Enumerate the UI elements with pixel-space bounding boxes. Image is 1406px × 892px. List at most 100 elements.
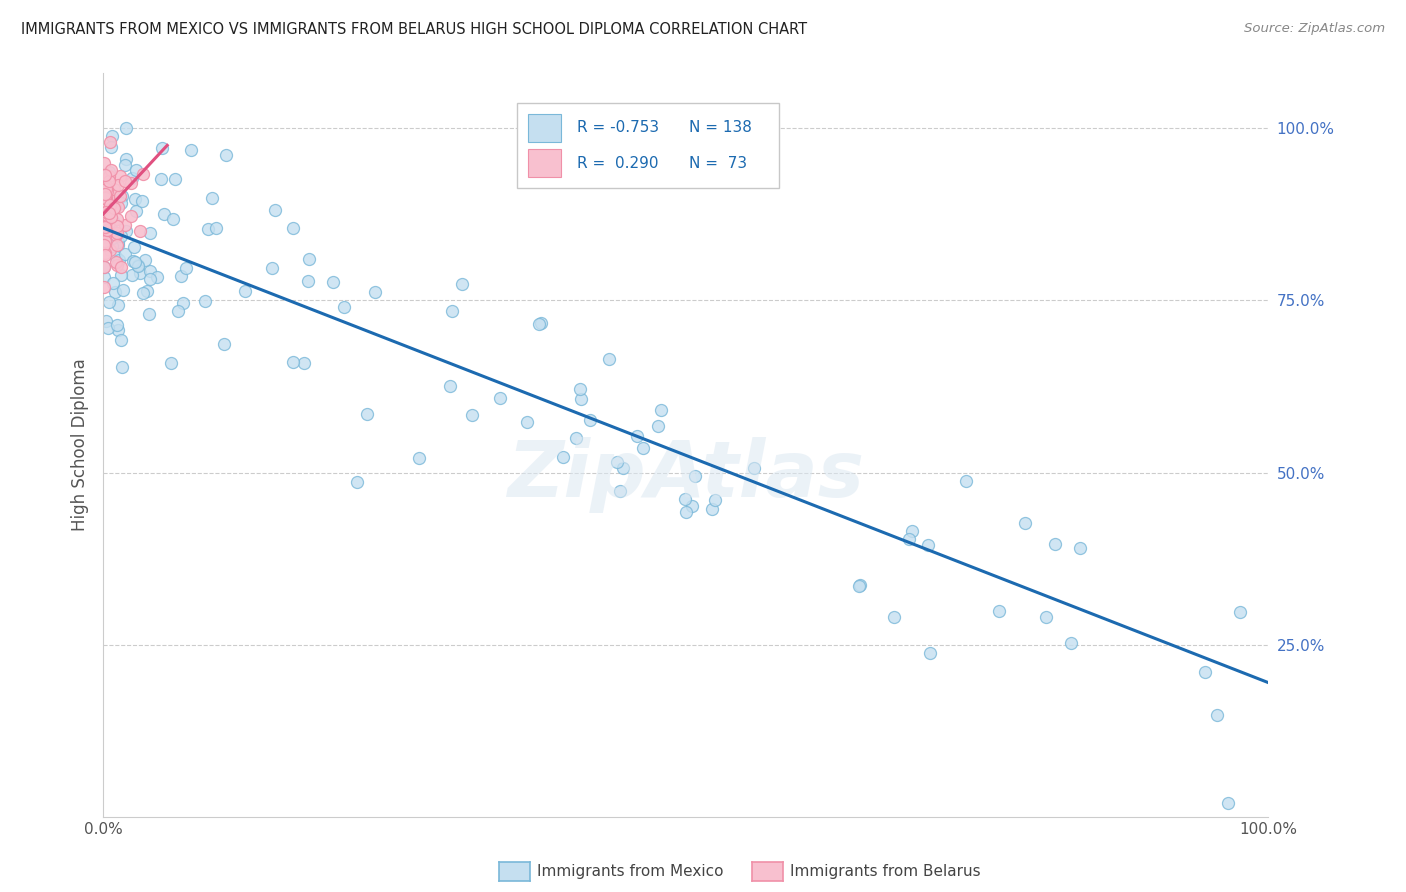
Text: Immigrants from Mexico: Immigrants from Mexico — [537, 864, 724, 879]
Point — [100, 163, 122, 178]
Point — [94, 191, 117, 205]
Y-axis label: High School Diploma: High School Diploma — [72, 359, 89, 532]
Point — [205, 221, 228, 235]
Point — [955, 474, 977, 488]
Point — [93, 202, 115, 216]
Point — [94, 204, 117, 219]
Point — [283, 355, 305, 369]
Point — [139, 272, 162, 286]
Point — [163, 172, 186, 186]
Point — [1069, 541, 1091, 555]
Point — [172, 296, 194, 310]
Point — [93, 229, 115, 244]
Point — [568, 382, 591, 396]
Text: R = -0.753: R = -0.753 — [578, 120, 659, 135]
Point — [107, 323, 129, 337]
Point — [120, 209, 142, 223]
Point — [110, 195, 132, 210]
Point — [180, 143, 202, 157]
Point — [93, 214, 115, 228]
Point — [107, 235, 129, 249]
Point — [94, 169, 117, 183]
Point — [297, 274, 319, 288]
Point — [93, 189, 115, 203]
Point — [111, 189, 134, 203]
Point — [440, 303, 463, 318]
Point — [112, 283, 135, 297]
Point — [162, 211, 184, 226]
Point — [94, 235, 117, 249]
Point — [96, 208, 118, 222]
Point — [134, 253, 156, 268]
Point — [114, 218, 136, 232]
Point — [136, 284, 159, 298]
Point — [107, 178, 129, 193]
Point — [93, 280, 115, 294]
Point — [197, 222, 219, 236]
Point — [1059, 636, 1081, 650]
Point — [94, 230, 117, 244]
Point — [96, 223, 118, 237]
Point — [110, 169, 132, 183]
Point — [111, 360, 134, 375]
Point — [883, 609, 905, 624]
Point — [94, 179, 117, 194]
Point — [683, 468, 706, 483]
Point — [1216, 796, 1239, 810]
Point — [93, 201, 115, 215]
Point — [101, 213, 124, 227]
Point — [94, 181, 117, 195]
Point — [96, 209, 118, 223]
Point — [150, 141, 173, 155]
Point — [631, 441, 654, 455]
Point — [129, 224, 152, 238]
Point — [146, 269, 169, 284]
Point — [650, 403, 672, 417]
Point — [612, 461, 634, 475]
Point — [260, 261, 283, 276]
Point — [115, 224, 138, 238]
Point — [673, 491, 696, 506]
Point — [107, 238, 129, 252]
Point — [408, 451, 430, 466]
Point — [988, 604, 1011, 618]
Point — [98, 194, 121, 209]
Point — [96, 205, 118, 219]
Point — [571, 392, 593, 406]
Point — [332, 300, 354, 314]
Point — [167, 304, 190, 318]
Point — [131, 194, 153, 208]
Point — [451, 277, 474, 292]
Point — [1206, 708, 1229, 723]
Point — [101, 128, 124, 143]
Point — [346, 475, 368, 489]
Point — [94, 187, 117, 202]
Point — [104, 250, 127, 264]
Point — [489, 391, 512, 405]
Point — [848, 579, 870, 593]
Point — [93, 155, 115, 169]
Point — [292, 356, 315, 370]
Point — [121, 170, 143, 185]
Point — [108, 252, 131, 267]
Point — [530, 316, 553, 330]
Point — [124, 240, 146, 254]
Point — [94, 194, 117, 208]
Text: Source: ZipAtlas.com: Source: ZipAtlas.com — [1244, 22, 1385, 36]
Point — [703, 493, 725, 508]
Point — [356, 407, 378, 421]
Point — [100, 231, 122, 245]
Point — [107, 219, 129, 234]
Point — [160, 356, 183, 370]
Point — [626, 429, 648, 443]
Point — [94, 223, 117, 237]
Point — [212, 336, 235, 351]
Point — [516, 415, 538, 429]
Point — [94, 211, 117, 225]
Point — [100, 210, 122, 224]
Point — [107, 298, 129, 312]
Point — [105, 255, 128, 269]
Point — [131, 167, 153, 181]
Point — [281, 220, 304, 235]
Point — [1035, 609, 1057, 624]
